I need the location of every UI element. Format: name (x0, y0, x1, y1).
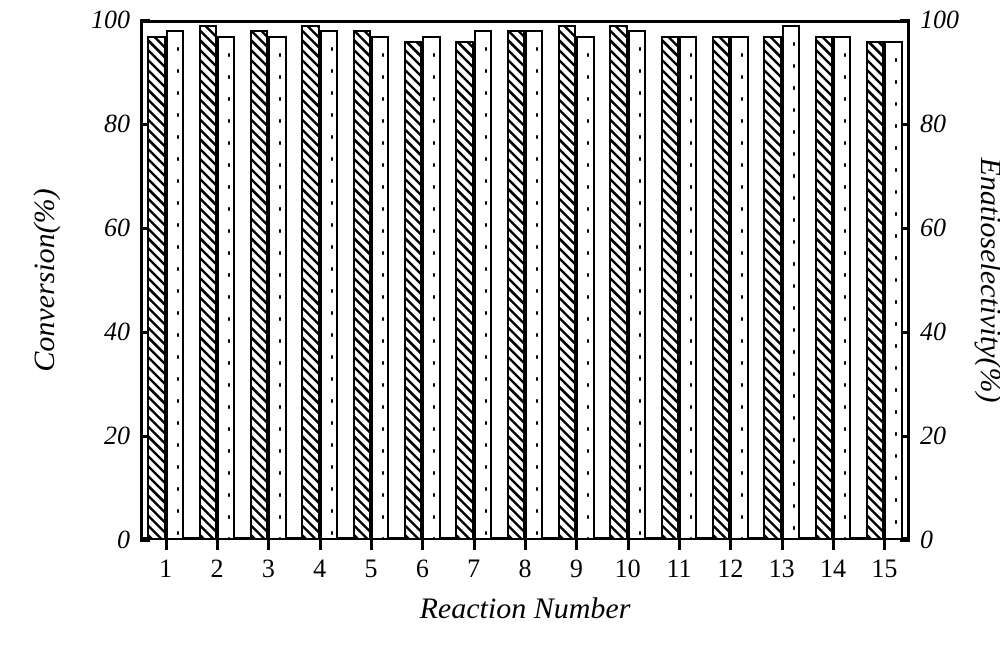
bar-enantioselectivity (884, 41, 902, 540)
y-left-axis-label: Conversion(%) (28, 188, 62, 371)
x-tick (729, 540, 732, 550)
bar-conversion (147, 36, 165, 540)
y-right-tick-label: 20 (920, 421, 946, 451)
x-tick (473, 540, 476, 550)
chart-container: Conversion(%) Enatioselectivity(%) React… (0, 0, 1000, 656)
bar-conversion (815, 36, 833, 540)
x-tick-label: 10 (615, 554, 641, 584)
x-tick-label: 8 (519, 554, 532, 584)
y-left-tick-label: 60 (104, 213, 130, 243)
bar-enantioselectivity (166, 30, 184, 540)
bar-conversion (455, 41, 473, 540)
x-tick (319, 540, 322, 550)
y-right-axis-label: Enatioselectivity(%) (973, 158, 1000, 403)
bar-enantioselectivity (217, 36, 235, 540)
bar-enantioselectivity (268, 36, 286, 540)
bar-enantioselectivity (320, 30, 338, 540)
y-right-tick-label: 40 (920, 317, 946, 347)
x-tick (678, 540, 681, 550)
x-tick (165, 540, 168, 550)
x-tick-label: 2 (211, 554, 224, 584)
x-tick (575, 540, 578, 550)
bar-enantioselectivity (730, 36, 748, 540)
y-right-tick-label: 100 (920, 5, 959, 35)
x-tick (370, 540, 373, 550)
y-right-tick-label: 0 (920, 525, 933, 555)
y-left-tick-label: 80 (104, 109, 130, 139)
bar-enantioselectivity (422, 36, 440, 540)
bar-conversion (404, 41, 422, 540)
bar-enantioselectivity (833, 36, 851, 540)
bar-conversion (558, 25, 576, 540)
bar-enantioselectivity (782, 25, 800, 540)
bar-conversion (507, 30, 525, 540)
y-left-tick-label: 20 (104, 421, 130, 451)
y-left-tick-label: 0 (117, 525, 130, 555)
bar-enantioselectivity (679, 36, 697, 540)
y-left-tick-label: 40 (104, 317, 130, 347)
bar-enantioselectivity (576, 36, 594, 540)
x-tick-label: 15 (871, 554, 897, 584)
x-tick-label: 4 (313, 554, 326, 584)
x-axis-label: Reaction Number (420, 592, 631, 626)
x-tick-label: 7 (467, 554, 480, 584)
bar-conversion (199, 25, 217, 540)
y-left-tick (140, 19, 150, 22)
x-tick (421, 540, 424, 550)
bar-conversion (661, 36, 679, 540)
x-tick-label: 6 (416, 554, 429, 584)
y-left-tick-label: 100 (91, 5, 130, 35)
x-tick (832, 540, 835, 550)
bar-conversion (712, 36, 730, 540)
x-tick-label: 9 (570, 554, 583, 584)
x-tick (883, 540, 886, 550)
x-tick-label: 14 (820, 554, 846, 584)
x-tick-label: 1 (159, 554, 172, 584)
y-right-tick-label: 60 (920, 213, 946, 243)
bar-conversion (609, 25, 627, 540)
bar-enantioselectivity (525, 30, 543, 540)
x-tick (781, 540, 784, 550)
bar-enantioselectivity (474, 30, 492, 540)
y-right-tick-label: 80 (920, 109, 946, 139)
y-right-tick (900, 19, 910, 22)
x-tick (524, 540, 527, 550)
x-tick-label: 3 (262, 554, 275, 584)
bar-conversion (301, 25, 319, 540)
x-tick-label: 5 (365, 554, 378, 584)
x-tick-label: 12 (717, 554, 743, 584)
bar-enantioselectivity (628, 30, 646, 540)
bar-conversion (353, 30, 371, 540)
x-tick (267, 540, 270, 550)
bar-enantioselectivity (371, 36, 389, 540)
x-tick (627, 540, 630, 550)
bar-conversion (763, 36, 781, 540)
bar-conversion (866, 41, 884, 540)
x-tick (216, 540, 219, 550)
x-tick-label: 11 (666, 554, 691, 584)
bar-conversion (250, 30, 268, 540)
x-tick-label: 13 (769, 554, 795, 584)
